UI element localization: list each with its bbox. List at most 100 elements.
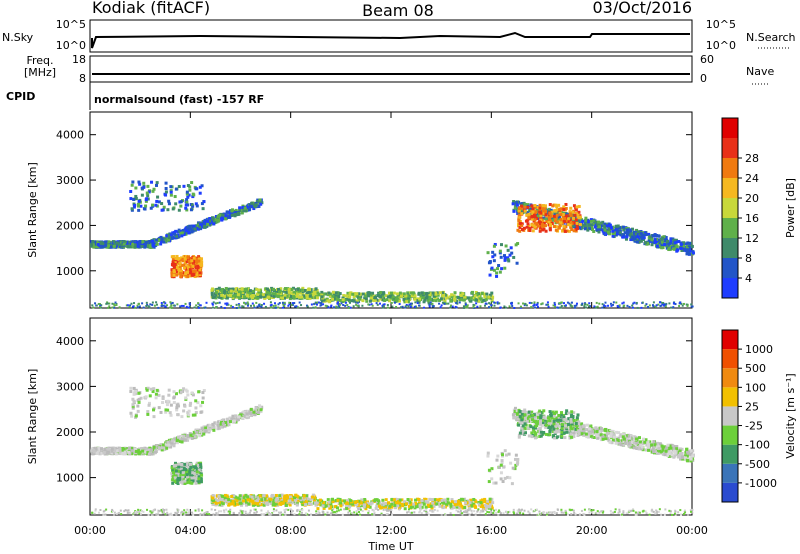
echo-cell (537, 220, 541, 224)
echo-cell (569, 206, 573, 210)
echo-cell (414, 306, 417, 309)
echo-cell (438, 291, 442, 295)
echo-cell (154, 183, 158, 187)
echo-cell (187, 230, 191, 234)
echo-cell (442, 293, 446, 297)
echo-cell (241, 305, 244, 308)
echo-cell (426, 298, 430, 302)
echo-cell (487, 295, 491, 299)
echo-cell (425, 295, 429, 299)
echo-cell (361, 299, 365, 303)
echo-cell (417, 291, 421, 295)
echo-cell (169, 413, 173, 417)
echo-cell (194, 202, 198, 206)
echo-cell (489, 296, 493, 300)
echo-cell (530, 306, 533, 309)
echo-cell (572, 204, 576, 208)
echo-cell (185, 473, 189, 477)
echo-cell (333, 306, 336, 309)
echo-cell (151, 203, 155, 207)
echo-cell (175, 406, 179, 410)
echo-cell (686, 304, 689, 307)
echo-cell (632, 234, 636, 238)
echo-cell (101, 245, 105, 249)
echo-cell (187, 193, 191, 197)
y-tick-label: 4000 (56, 129, 84, 142)
echo-cell (307, 502, 311, 506)
echo-cell (223, 496, 227, 500)
echo-cell (640, 306, 643, 309)
echo-cell (139, 204, 143, 208)
echo-cell (166, 399, 170, 403)
echo-cell (132, 205, 136, 209)
echo-cell (347, 297, 351, 301)
echo-cell (208, 423, 212, 427)
echo-cell (97, 302, 100, 305)
echo-cell (668, 302, 671, 305)
echo-cell (210, 291, 214, 295)
echo-cell (245, 414, 249, 418)
echo-cell (400, 294, 404, 298)
echo-cell (169, 445, 173, 449)
echo-cell (517, 222, 521, 226)
echo-cell (493, 242, 497, 246)
x-tick-label: 04:00 (174, 524, 206, 537)
echo-cell (331, 294, 335, 298)
echo-cell (180, 415, 184, 419)
echo-cell (604, 305, 607, 308)
echo-cell (626, 304, 629, 307)
echo-cell (179, 470, 183, 474)
echo-cell (583, 227, 587, 231)
echo-cell (265, 499, 269, 503)
echo-cell (307, 287, 311, 291)
echo-cell (221, 287, 225, 291)
echo-cell (504, 306, 507, 309)
echo-cell (183, 482, 187, 486)
echo-cell (310, 296, 314, 300)
echo-cell (625, 233, 629, 237)
nsearch-label: N.Search (746, 31, 796, 44)
echo-cell (231, 414, 235, 418)
echo-cell (263, 302, 266, 305)
echo-cell (659, 304, 662, 307)
echo-cell (531, 209, 535, 213)
echo-cell (393, 299, 397, 303)
echo-cell (103, 240, 107, 244)
echo-cell (114, 452, 118, 456)
colorbar-tick-label: 1000 (745, 343, 773, 356)
echo-cell (559, 306, 562, 309)
echo-cell (271, 287, 275, 291)
echo-cell (492, 268, 496, 272)
echo-cell (250, 304, 253, 307)
echo-cell (177, 465, 181, 469)
echo-cell (531, 212, 535, 216)
colorbar-tick-label: 24 (745, 172, 759, 185)
echo-cell (197, 390, 201, 394)
echo-cell (225, 210, 229, 214)
echo-cell (131, 305, 134, 308)
echo-cell (459, 293, 463, 297)
echo-cell (197, 302, 200, 305)
echo-cell (575, 223, 579, 227)
echo-cell (288, 303, 291, 306)
echo-cell (186, 393, 190, 397)
echo-cell (595, 301, 598, 304)
echo-cell (252, 294, 256, 298)
echo-cell (171, 468, 175, 472)
echo-cell (418, 297, 422, 301)
echo-cell (291, 303, 294, 306)
echo-cell (180, 440, 184, 444)
echo-cell (522, 226, 526, 230)
echo-cell (124, 240, 128, 244)
echo-cell (294, 495, 298, 499)
echo-cell (175, 471, 179, 475)
echo-cell (526, 222, 530, 226)
echo-cell (136, 398, 140, 402)
echo-cell (288, 297, 292, 301)
echo-cell (128, 245, 132, 249)
echo-cell (616, 230, 620, 234)
colorbar-tick-label: -1000 (745, 477, 777, 490)
echo-cell (195, 468, 199, 472)
echo-cell (308, 294, 312, 298)
